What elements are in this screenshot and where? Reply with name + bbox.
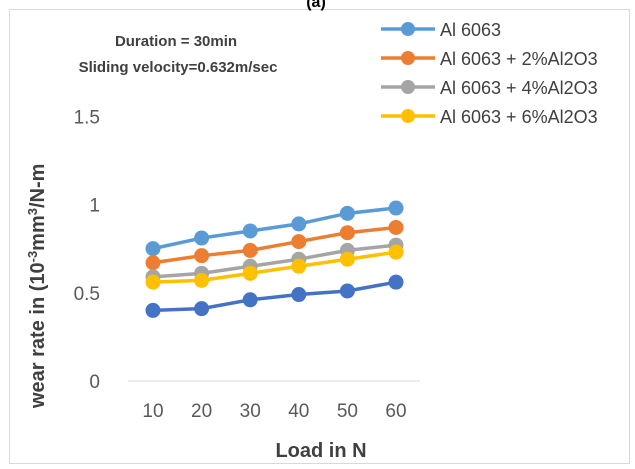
y-axis-title-part: -3 [25, 251, 40, 263]
x-tick-label: 10 [142, 401, 163, 422]
data-point [194, 272, 210, 288]
data-point [145, 274, 161, 290]
data-point [145, 255, 161, 271]
x-axis-title: Load in N [275, 440, 366, 462]
chart-annotation: Sliding velocity=0.632m/sec [79, 59, 278, 76]
data-point [339, 283, 355, 299]
data-point [242, 242, 258, 258]
legend-label: Al 6063 + 6%Al2O3 [440, 107, 598, 127]
figure-label: (a) [306, 0, 326, 11]
legend-label: Al 6063 [440, 20, 501, 40]
x-tick-label: 20 [191, 401, 212, 422]
chart-annotation: Duration = 30min [115, 33, 237, 50]
data-point [339, 225, 355, 241]
y-axis-title-part: wear rate in (10 [27, 262, 49, 409]
x-tick-label: 30 [240, 401, 261, 422]
series-line [152, 225, 397, 265]
x-tick-label: 60 [385, 401, 406, 422]
chart-frame [9, 9, 630, 464]
x-tick-label: 40 [288, 401, 309, 422]
series-line [152, 250, 397, 284]
series-line [152, 243, 397, 279]
y-axis-title-part: mm [27, 215, 49, 251]
legend-marker [401, 22, 415, 36]
series-line [152, 280, 397, 313]
legend-label: Al 6063 + 4%Al2O3 [440, 78, 598, 98]
data-point [291, 234, 307, 250]
data-point [388, 274, 404, 290]
y-tick-label: 1 [89, 196, 100, 217]
y-axis-title: wear rate in (10-3mm3/N-m [25, 164, 50, 409]
data-point [194, 248, 210, 264]
y-axis-title-part: /N-m [27, 164, 49, 208]
data-point [194, 301, 210, 317]
series-line [152, 206, 397, 251]
x-tick-label: 50 [337, 401, 358, 422]
data-point [242, 223, 258, 239]
data-point [291, 258, 307, 274]
data-point [291, 287, 307, 303]
y-axis-title-part: 3 [25, 208, 40, 215]
data-point [388, 200, 404, 216]
data-point [145, 241, 161, 257]
data-point [194, 230, 210, 246]
data-point [145, 302, 161, 318]
data-point [388, 244, 404, 260]
data-point [242, 265, 258, 281]
legend-marker [401, 51, 415, 65]
data-point [339, 251, 355, 267]
y-tick-label: 1.5 [74, 107, 100, 128]
y-tick-label: 0.5 [74, 284, 100, 305]
legend-marker [401, 80, 415, 94]
y-tick-label: 0 [89, 372, 100, 393]
data-point [242, 292, 258, 308]
data-point [339, 205, 355, 221]
legend-marker [401, 109, 415, 123]
data-point [388, 219, 404, 235]
data-point [291, 216, 307, 232]
legend-label: Al 6063 + 2%Al2O3 [440, 49, 598, 69]
